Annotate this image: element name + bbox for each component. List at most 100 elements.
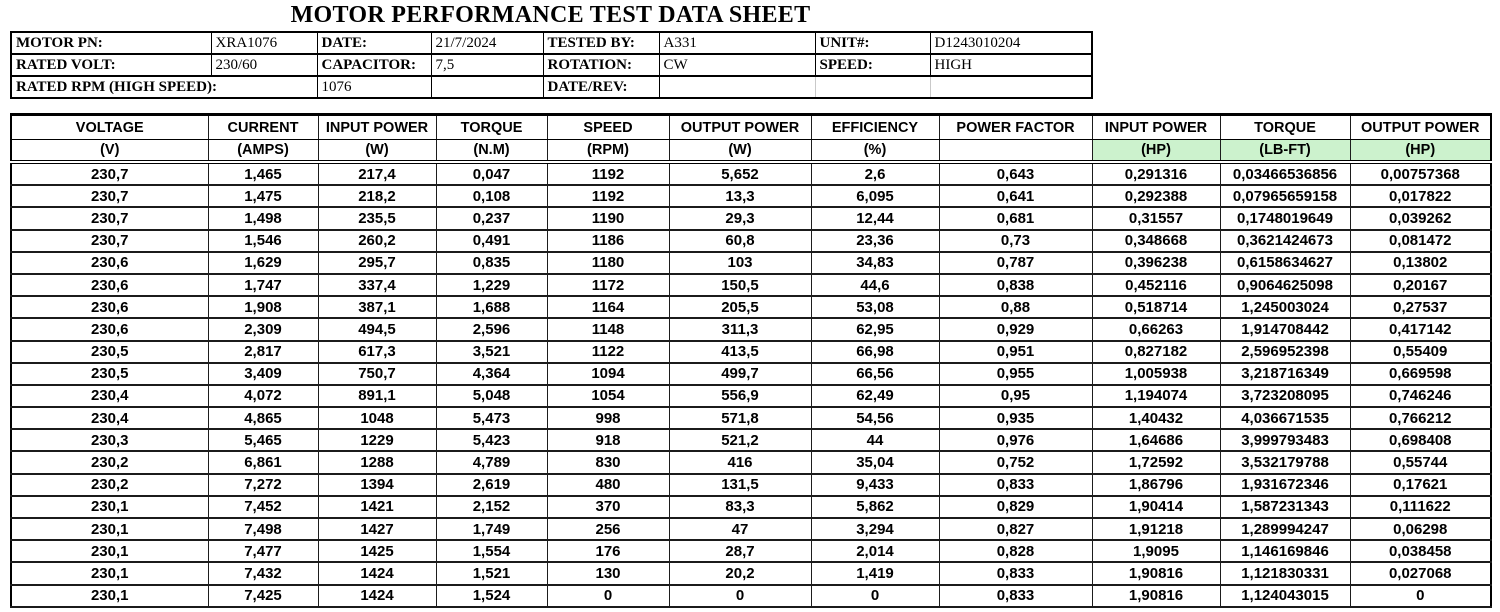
- cell: 1,521: [435, 562, 547, 585]
- cell: 494,5: [317, 318, 436, 341]
- cell: 3,294: [810, 518, 939, 541]
- cell: 413,5: [668, 340, 811, 363]
- col-header-output-power: OUTPUT POWER: [1349, 114, 1491, 140]
- cell: 217,4: [317, 162, 436, 186]
- cell: 1148: [546, 318, 669, 341]
- cell: 1,229: [435, 273, 547, 297]
- col-header-output-power: OUTPUT POWER: [668, 114, 811, 140]
- cell: 1424: [317, 584, 436, 607]
- cell: 0,95: [938, 384, 1092, 408]
- field-label-rotation: ROTATION:: [542, 54, 659, 76]
- cell: 5,423: [435, 429, 547, 452]
- cell: 1,465: [207, 162, 318, 186]
- cell: 44,6: [810, 273, 939, 297]
- cell: 7,498: [207, 518, 318, 541]
- cell: 750,7: [317, 362, 436, 385]
- cell: 0,681: [938, 207, 1092, 230]
- cell: 150,5: [668, 273, 811, 297]
- cell: 1288: [317, 451, 436, 474]
- field-label-rated-volt: RATED VOLT:: [16, 56, 116, 73]
- cell: 218,2: [317, 185, 436, 208]
- col-unit-amps: (AMPS): [207, 139, 318, 164]
- field-label-date: DATE:: [316, 32, 431, 54]
- cell: 0,976: [938, 429, 1092, 452]
- cell: 230,2: [11, 473, 208, 496]
- cell: 1425: [317, 540, 436, 563]
- cell: 5,465: [207, 429, 318, 452]
- cell: 1,475: [207, 185, 318, 208]
- table-row: 230,7 1,546 260,2 0,491 1186 60,8 23,36 0,73 0,3…: [11, 229, 1491, 252]
- cell: 230,4: [11, 384, 208, 408]
- cell: 60,8: [668, 229, 811, 252]
- cell: 311,3: [668, 318, 811, 341]
- cell: 1,554: [435, 540, 547, 563]
- cell: 0,038458: [1349, 540, 1491, 563]
- cell: 130: [546, 562, 669, 585]
- cell: 0,491: [435, 229, 547, 252]
- col-header-power-factor: POWER FACTOR: [938, 114, 1092, 140]
- cell: 230,1: [11, 540, 208, 563]
- page-title: MOTOR PERFORMANCE TEST DATA SHEET: [290, 2, 811, 28]
- table-row: 230,4 4,865 1048 5,473 998 571,8 54,56 0,935 1,4…: [11, 407, 1491, 430]
- cell: 337,4: [317, 273, 436, 297]
- cell: 0,829: [938, 495, 1092, 518]
- field-label-unit-no: UNIT#:: [814, 32, 930, 54]
- cell: 0,27537: [1349, 296, 1491, 319]
- col-unit-lb-ft: (LB-FT): [1219, 139, 1350, 164]
- cell: 1,629: [207, 251, 318, 274]
- cell: 295,7: [317, 251, 436, 274]
- col-unit-n-m: (N.M): [435, 139, 547, 164]
- cell: 1,121830331: [1219, 562, 1350, 585]
- col-unit-hp: (HP): [1091, 139, 1220, 164]
- cell: 2,596: [435, 318, 547, 341]
- cell: 1,498: [207, 207, 318, 230]
- table-row: 230,6 1,629 295,7 0,835 1180 103 34,83 0,787 0,3…: [11, 251, 1491, 274]
- cell: 230,7: [11, 207, 208, 230]
- cell: 1186: [546, 229, 669, 252]
- field-value-tested-by: A331: [658, 32, 815, 54]
- cell: 230,7: [11, 229, 208, 252]
- cell: 1421: [317, 495, 436, 518]
- cell: 23,36: [810, 229, 939, 252]
- field-value-rated-volt: 230/60: [210, 54, 317, 76]
- cell: 13,3: [668, 185, 811, 208]
- cell: 571,8: [668, 407, 811, 430]
- cell: 230,4: [11, 407, 208, 430]
- cell: 1,124043015: [1219, 584, 1350, 607]
- col-unit-power-factor: [938, 139, 1092, 164]
- cell: 3,521: [435, 340, 547, 363]
- cell: 1094: [546, 362, 669, 385]
- cell: 0,9064625098: [1219, 273, 1350, 297]
- col-unit-hp: (HP): [1349, 139, 1491, 164]
- cell: 5,048: [435, 384, 547, 408]
- field-label-date-rev: DATE/REV:: [542, 76, 659, 98]
- cell: 7,432: [207, 562, 318, 585]
- field-label-motor-pn: MOTOR PN:: [16, 34, 103, 51]
- cell: 0,452116: [1091, 273, 1220, 297]
- cell: 0,396238: [1091, 251, 1220, 274]
- table-row: 230,1 7,498 1427 1,749 256 47 3,294 0,827 1,9121…: [11, 518, 1491, 541]
- cell: 1054: [546, 384, 669, 408]
- cell: 0,752: [938, 451, 1092, 474]
- cell: 3,409: [207, 362, 318, 385]
- col-unit-v: (V): [11, 139, 208, 164]
- cell: 1192: [546, 162, 669, 186]
- cell: 0,06298: [1349, 518, 1491, 541]
- info-row: RATED RPM (HIGH SPEED): 1076 DATE/REV:: [11, 76, 1092, 98]
- cell: 0,698408: [1349, 429, 1491, 452]
- table-row: 230,1 7,477 1425 1,554 176 28,7 2,014 0,828 1,90…: [11, 540, 1491, 563]
- cell: 66,98: [810, 340, 939, 363]
- cell: 998: [546, 407, 669, 430]
- col-unit-blank: (%): [810, 139, 939, 164]
- cell: 0,827: [938, 518, 1092, 541]
- cell: 499,7: [668, 362, 811, 385]
- cell: 4,789: [435, 451, 547, 474]
- col-header-torque: TORQUE: [1219, 114, 1350, 140]
- field-label-rated-rpm: RATED RPM (HIGH SPEED):: [16, 78, 217, 95]
- cell: 1,9095: [1091, 540, 1220, 563]
- empty-cell: [929, 76, 1092, 98]
- cell: 556,9: [668, 384, 811, 408]
- cell: 0,108: [435, 185, 547, 208]
- cell: 205,5: [668, 296, 811, 319]
